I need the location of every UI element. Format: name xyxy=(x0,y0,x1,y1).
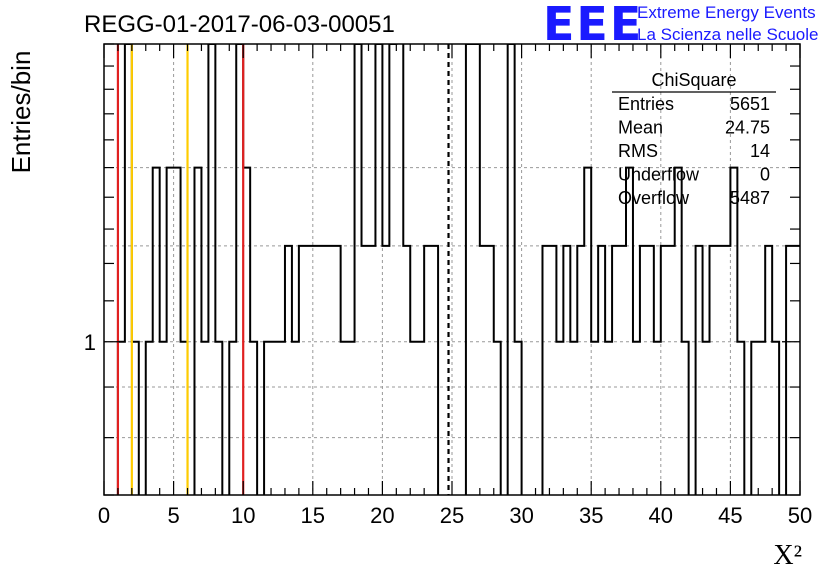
stats-row-value: 5651 xyxy=(730,94,770,114)
stats-row-label: Overflow xyxy=(618,188,690,208)
histogram-outline xyxy=(116,44,800,495)
x-tick-label: 25 xyxy=(440,503,464,528)
x-tick-label: 10 xyxy=(231,503,255,528)
x-tick-label: 40 xyxy=(649,503,673,528)
stats-row-value: 24.75 xyxy=(725,118,770,138)
x-tick-label: 30 xyxy=(509,503,533,528)
stats-row-label: Entries xyxy=(618,94,674,114)
stats-box: ChiSquare Entries 5651 Mean 24.75 RMS 14 Under… xyxy=(612,70,776,208)
x-tick-label: 5 xyxy=(167,503,179,528)
axis-ticks: 0 5 10 15 20 25 30 35 40 45 50 1 xyxy=(84,43,812,528)
x-tick-label: 45 xyxy=(718,503,742,528)
chart-title: REGG-01-2017-06-03-00051 xyxy=(84,11,395,38)
y-tick-label: 1 xyxy=(84,330,96,355)
x-tick-label: 0 xyxy=(98,503,110,528)
histogram-series xyxy=(116,44,800,495)
x-tick-label: 35 xyxy=(579,503,603,528)
stats-title: ChiSquare xyxy=(651,70,736,90)
stats-row-value: 14 xyxy=(750,141,770,161)
stats-row-value: 0 xyxy=(760,165,770,185)
stats-row-value: 5487 xyxy=(730,188,770,208)
x-tick-label: 50 xyxy=(788,503,812,528)
vertical-marker-lines xyxy=(116,44,450,495)
stats-row-label: Underflow xyxy=(618,165,700,185)
y-axis-label: Entries/bin xyxy=(6,51,36,174)
logo-letters: EEE xyxy=(543,0,643,51)
x-tick-label: 20 xyxy=(370,503,394,528)
ee-logo: EEE Extreme Energy Events La Scienza nel… xyxy=(543,0,818,51)
logo-line-2: La Scienza nelle Scuole xyxy=(637,25,818,44)
x-tick-label: 15 xyxy=(301,503,325,528)
logo-line-1: Extreme Energy Events xyxy=(637,3,816,22)
stats-row-label: RMS xyxy=(618,141,658,161)
stats-row-label: Mean xyxy=(618,118,663,138)
x-axis-label: X² xyxy=(773,540,802,571)
